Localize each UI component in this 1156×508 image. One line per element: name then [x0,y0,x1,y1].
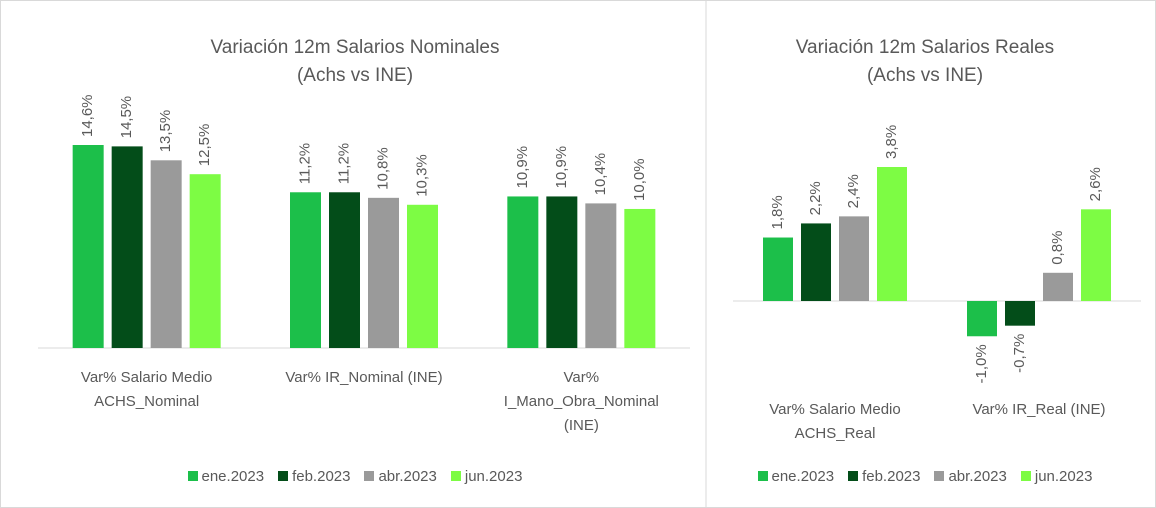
legend-label: feb.2023 [292,468,351,485]
legend-item: feb.2023 [278,468,350,485]
legend-label: jun.2023 [1034,468,1093,485]
data-label: 10,3% [413,154,430,197]
legend-label: abr.2023 [378,468,437,485]
legend-label: abr.2023 [948,468,1007,485]
data-label: 14,5% [118,96,135,139]
data-label: 2,6% [1087,167,1104,201]
bar [585,203,617,348]
data-label: 14,6% [79,94,96,137]
legend-label: feb.2023 [862,468,921,485]
data-label: 10,9% [553,146,570,189]
legend: ene.2023 feb.2023 abr.2023 jun.2023 [757,468,1093,485]
legend: ene.2023 feb.2023 abr.2023 jun.2023 [187,468,523,485]
bar [111,146,143,348]
bar [189,174,221,348]
bar [368,197,399,348]
legend-swatch [187,471,198,481]
data-label: 10,4% [592,153,609,196]
x-tick-label: Var% Salario Medio ACHS_Real [769,401,901,442]
data-label: 1,8% [769,195,786,229]
legend-label: jun.2023 [464,468,523,485]
legend-label: ene.2023 [201,468,265,485]
legend-label: ene.2023 [771,468,835,485]
data-label: 12,5% [196,124,213,167]
bar [967,301,997,337]
data-label: 10,9% [514,146,531,189]
bar [72,145,104,348]
data-label: 10,0% [631,158,648,201]
bar [624,208,656,348]
x-tick-label: Var% IR_Real (INE) [972,401,1106,418]
bar [546,196,578,348]
legend-swatch [757,471,768,481]
chart-title: (Achs vs INE) [297,65,413,86]
bar [877,167,907,301]
bar [407,204,438,348]
bar [290,192,321,348]
data-label: 0,8% [1049,231,1066,265]
data-label: -0,7% [1011,334,1028,373]
legend-swatch [364,471,375,481]
data-label: -1,0% [973,344,990,383]
chart-title: Variación 12m Salarios Nominales [211,37,500,58]
chart-title: Variación 12m Salarios Reales [796,37,1054,58]
legend-item: ene.2023 [187,468,265,485]
x-tick-label: Var% I_Mano_Obra_Nominal (INE) [503,369,659,434]
data-label: 3,8% [883,125,900,159]
legend-item: ene.2023 [757,468,835,485]
bar [1081,209,1111,301]
legend-item: jun.2023 [1020,468,1093,485]
bar [1005,301,1035,326]
legend-item: feb.2023 [848,468,920,485]
data-label: 2,4% [845,174,862,208]
legend-item: jun.2023 [450,468,523,485]
bar [763,237,793,301]
bar [329,192,360,348]
legend-swatch [278,471,289,481]
bar [1043,272,1073,301]
data-label: 11,2% [296,143,313,184]
legend-item: abr.2023 [934,468,1007,485]
bar [150,160,182,348]
legend-swatch [848,471,859,481]
bar [507,196,539,348]
x-tick-label: Var% IR_Nominal (INE) [285,369,443,386]
legend-swatch [1020,471,1031,481]
bar [839,216,869,301]
bar [801,223,831,301]
x-tick-label: Var% Salario Medio ACHS_Nominal [80,369,213,410]
legend-item: abr.2023 [364,468,437,485]
data-label: 10,8% [374,147,391,190]
data-label: 2,2% [807,181,824,215]
data-label: 11,2% [335,143,352,184]
data-label: 13,5% [157,110,174,153]
legend-swatch [450,471,461,481]
chart-title: (Achs vs INE) [867,65,983,86]
legend-swatch [934,471,945,481]
